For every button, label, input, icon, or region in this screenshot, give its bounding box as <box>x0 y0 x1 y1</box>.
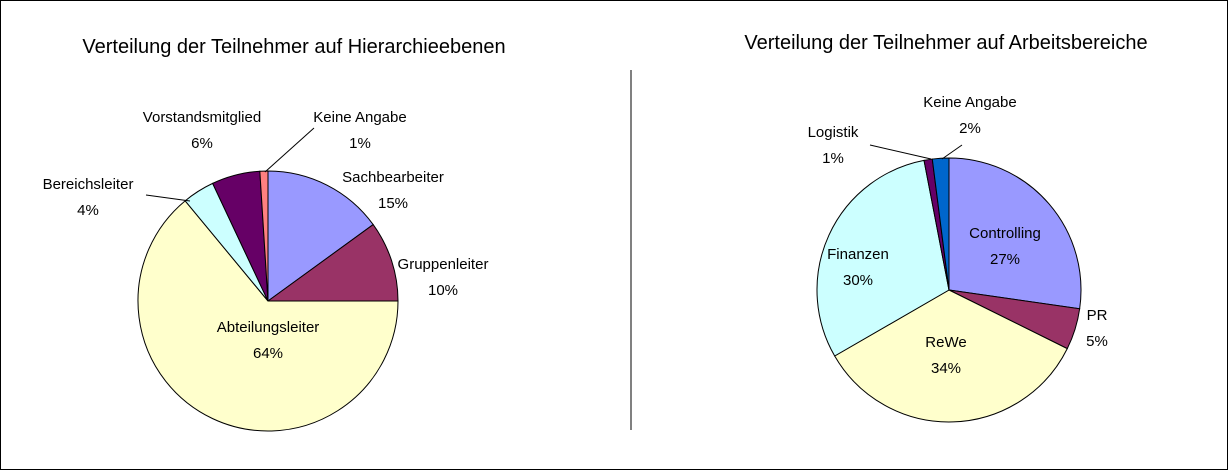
slice-label: Gruppenleiter 10% <box>398 256 489 299</box>
leader-line <box>941 144 963 160</box>
slice-label: Bereichsleiter 4% <box>43 176 134 219</box>
slice-name: Keine Angabe <box>313 109 406 126</box>
pie-slice <box>816 159 950 357</box>
slice-label: Abteilungsleiter 64% <box>217 319 320 362</box>
slice-label: PR 5% <box>1086 307 1108 350</box>
slice-percent: 1% <box>822 150 844 167</box>
slice-name: ReWe <box>925 334 966 351</box>
slice-percent: 4% <box>77 202 99 219</box>
pie-slice <box>137 200 399 432</box>
pie-slice <box>267 170 374 302</box>
pie-slice <box>948 157 1082 310</box>
slice-percent: 34% <box>931 360 961 377</box>
pie-slice <box>931 157 950 291</box>
chart-title: Verteilung der Teilnehmer auf Arbeitsber… <box>744 32 1147 54</box>
slice-name: Logistik <box>808 124 859 141</box>
slice-name: PR <box>1087 307 1108 324</box>
slice-label: Finanzen 30% <box>827 246 889 289</box>
pie-slice <box>266 223 399 302</box>
slice-label: ReWe 34% <box>925 334 966 377</box>
slice-label: Keine Angabe 2% <box>923 94 1016 137</box>
slice-percent: 1% <box>349 135 371 152</box>
leader-line <box>145 194 191 202</box>
slice-label: Logistik 1% <box>808 124 859 167</box>
slice-percent: 10% <box>428 282 458 299</box>
slice-label: Vorstandsmitglied 6% <box>143 109 261 152</box>
slice-label: Sachbearbeiter 15% <box>342 169 444 212</box>
slice-name: Vorstandsmitglied <box>143 109 261 126</box>
slice-name: Keine Angabe <box>923 94 1016 111</box>
pie-slice <box>259 170 269 302</box>
slice-percent: 27% <box>990 251 1020 268</box>
slice-name: Bereichsleiter <box>43 176 134 193</box>
chart-title: Verteilung der Teilnehmer auf Hierarchie… <box>82 36 505 58</box>
leader-line <box>869 144 932 160</box>
slice-label: Controlling 27% <box>969 225 1041 268</box>
slice-percent: 15% <box>378 195 408 212</box>
slice-name: Gruppenleiter <box>398 256 489 273</box>
slice-percent: 64% <box>253 345 283 362</box>
slice-name: Abteilungsleiter <box>217 319 320 336</box>
slice-percent: 6% <box>191 135 213 152</box>
slice-label: Keine Angabe 1% <box>313 109 406 152</box>
slice-percent: 30% <box>843 272 873 289</box>
slice-name: Finanzen <box>827 246 889 263</box>
slice-percent: 2% <box>959 120 981 137</box>
slice-name: Sachbearbeiter <box>342 169 444 186</box>
leader-line <box>264 127 315 173</box>
slice-percent: 5% <box>1086 333 1108 350</box>
slice-name: Controlling <box>969 225 1041 242</box>
